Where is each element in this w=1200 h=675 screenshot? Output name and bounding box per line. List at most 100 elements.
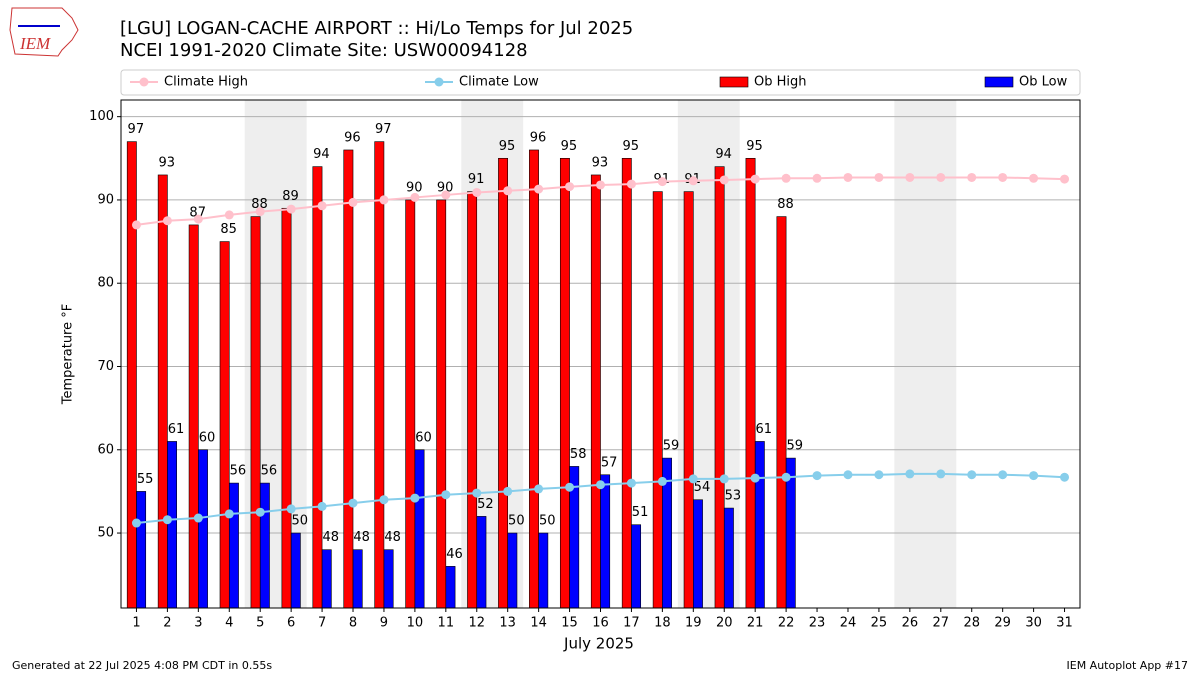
marker — [781, 472, 791, 482]
marker — [750, 174, 760, 184]
legend-label: Ob High — [754, 75, 807, 90]
data-label: 95 — [746, 139, 763, 154]
logo-text: IEM — [19, 34, 51, 53]
marker — [1060, 472, 1070, 482]
marker — [936, 469, 946, 479]
logo-outline — [9, 7, 79, 57]
x-tick-label: 19 — [685, 616, 702, 631]
marker — [472, 488, 482, 498]
bar — [538, 532, 549, 609]
marker — [379, 195, 389, 205]
x-tick-label: 22 — [778, 616, 795, 631]
marker — [162, 515, 172, 525]
x-tick-label: 18 — [654, 616, 671, 631]
data-label: 55 — [137, 472, 154, 487]
marker — [936, 172, 946, 182]
bar — [250, 216, 261, 609]
bar — [559, 157, 570, 609]
data-label: 96 — [530, 130, 547, 145]
bar — [776, 216, 787, 609]
bar — [321, 549, 332, 609]
x-tick-label: 12 — [468, 616, 485, 631]
data-label: 50 — [539, 514, 556, 529]
x-tick-label: 1 — [132, 616, 140, 631]
bar — [631, 524, 642, 609]
marker — [596, 480, 605, 490]
data-label: 93 — [592, 155, 609, 170]
data-label: 90 — [437, 180, 454, 195]
data-label: 58 — [570, 447, 587, 462]
x-tick-label: 23 — [809, 616, 826, 631]
x-tick-label: 16 — [592, 616, 609, 631]
marker — [905, 172, 915, 182]
data-label: 97 — [128, 122, 145, 137]
bar — [405, 199, 416, 609]
x-tick-label: 25 — [871, 616, 888, 631]
y-tick-label: 50 — [97, 526, 114, 541]
data-label: 95 — [561, 139, 578, 154]
data-label: 61 — [756, 422, 773, 437]
data-label: 88 — [251, 197, 268, 212]
data-label: 56 — [230, 464, 247, 479]
marker — [812, 471, 822, 481]
bar — [714, 166, 725, 609]
x-axis-label: July 2025 — [563, 635, 634, 653]
marker — [1060, 174, 1070, 184]
x-tick-label: 2 — [163, 616, 171, 631]
marker — [688, 474, 698, 484]
bar — [157, 174, 168, 609]
x-tick-label: 27 — [933, 616, 950, 631]
bar — [281, 207, 292, 609]
bar — [188, 224, 199, 609]
marker — [565, 182, 575, 192]
bar — [723, 507, 734, 609]
marker — [596, 180, 605, 190]
marker — [657, 476, 667, 486]
bar — [312, 166, 323, 609]
plot-frame — [120, 99, 1081, 609]
bar — [198, 449, 208, 609]
y-tick-label: 90 — [97, 192, 114, 207]
legend-swatch — [719, 76, 749, 88]
marker — [255, 207, 265, 217]
legend-frame — [120, 69, 1081, 96]
marker — [286, 204, 296, 214]
bar — [445, 566, 456, 609]
bar — [683, 191, 694, 609]
marker — [719, 474, 729, 484]
legend-swatch — [984, 76, 1014, 88]
data-label: 91 — [468, 172, 485, 187]
bar — [745, 157, 756, 609]
bar — [600, 474, 611, 609]
data-label: 60 — [199, 430, 216, 445]
bar — [136, 491, 147, 609]
marker — [348, 498, 358, 508]
x-tick-label: 14 — [530, 616, 547, 631]
bar — [498, 157, 508, 609]
marker — [534, 484, 544, 494]
x-tick-label: 11 — [438, 616, 455, 631]
chart-subtitle: NCEI 1991-2020 Climate Site: USW00094128 — [120, 40, 528, 61]
marker — [967, 172, 977, 182]
data-label: 97 — [375, 122, 392, 137]
marker — [193, 513, 203, 523]
marker — [874, 470, 884, 480]
bar — [259, 482, 270, 609]
marker — [998, 172, 1008, 182]
data-label: 85 — [220, 222, 237, 237]
bar — [228, 482, 239, 609]
data-label: 95 — [623, 139, 640, 154]
data-label: 56 — [261, 464, 278, 479]
data-label: 96 — [344, 130, 361, 145]
legend-label: Ob Low — [1019, 75, 1068, 90]
data-label: 93 — [158, 155, 175, 170]
x-tick-label: 13 — [499, 616, 516, 631]
x-tick-label: 29 — [994, 616, 1011, 631]
marker — [162, 216, 172, 226]
y-axis-label: Temperature °F — [61, 304, 76, 405]
marker — [1029, 471, 1039, 481]
bar — [754, 441, 765, 609]
marker — [503, 186, 513, 196]
x-tick-label: 21 — [747, 616, 764, 631]
